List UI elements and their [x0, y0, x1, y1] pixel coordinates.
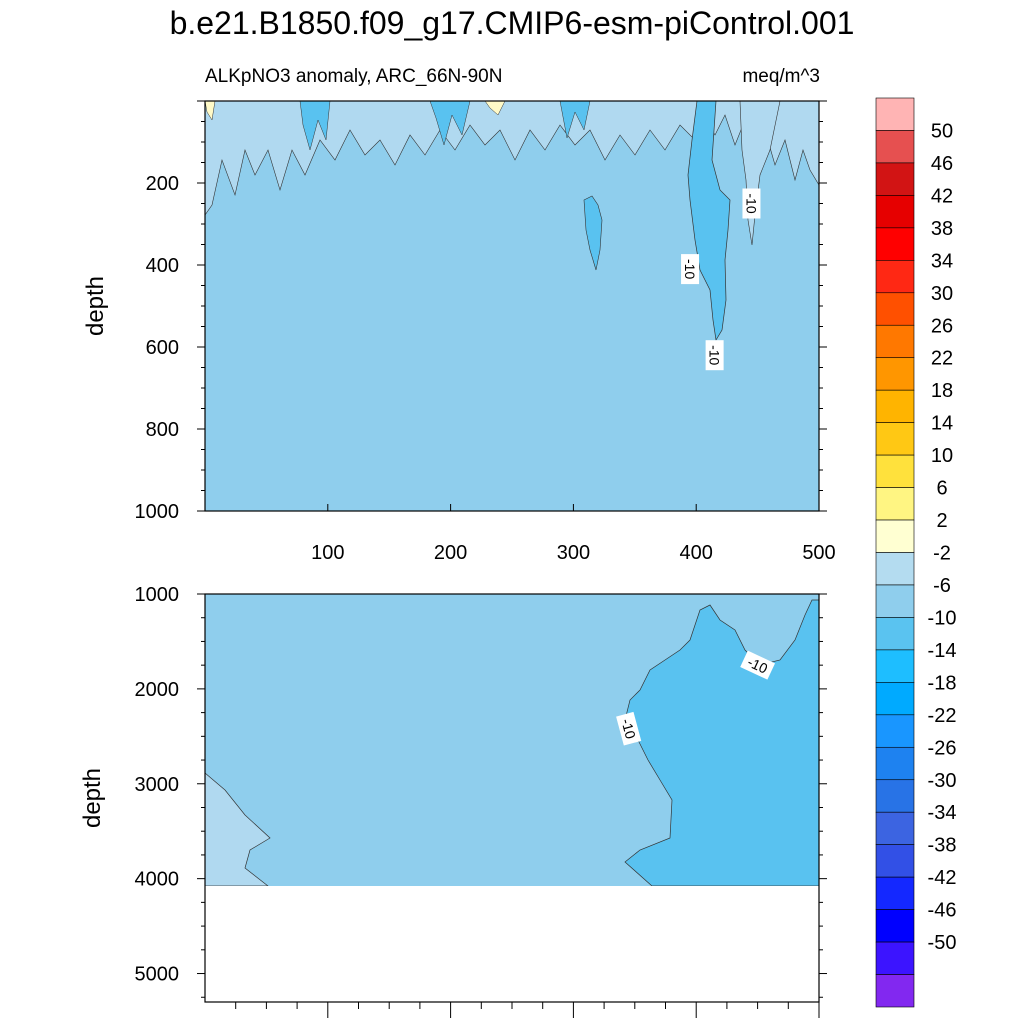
upper-x-tick-label: 500 — [802, 542, 835, 564]
colorbar-swatch — [875, 876, 915, 910]
colorbar-label: -6 — [933, 575, 951, 597]
upper-patch-contour — [583, 195, 603, 271]
colorbar-swatch — [875, 617, 915, 651]
upper-y-axis-label: depth — [82, 276, 109, 336]
colorbar-label: -34 — [928, 802, 957, 824]
upper-contour-label: -10 — [705, 340, 724, 371]
upper-x-tick-label: 400 — [680, 542, 713, 564]
lower-y-tick-label: 3000 — [135, 774, 180, 796]
colorbar-label: -30 — [928, 770, 957, 792]
colorbar-label: 46 — [931, 153, 953, 175]
colorbar-swatch — [875, 292, 915, 326]
lower-contour-label: -10 — [740, 650, 775, 680]
colorbar-swatch — [875, 974, 915, 1008]
figure-title: b.e21.B1850.f09_g17.CMIP6-esm-piControl.… — [170, 5, 855, 41]
colorbar-label: 14 — [931, 413, 953, 435]
colorbar-label: -10 — [928, 607, 957, 629]
upper-y-tick-label: 200 — [146, 173, 179, 195]
lower-y-tick-label: 2000 — [135, 679, 180, 701]
colorbar-swatch — [875, 746, 915, 781]
colorbar-label: -26 — [928, 737, 957, 759]
colorbar-swatch — [875, 519, 915, 553]
colorbar-swatch — [875, 162, 915, 196]
upper-panel: depth 100 200 300 400 500 200 400 600 800 1000 -10… — [82, 100, 836, 564]
colorbar-label: -50 — [928, 932, 957, 954]
upper-background-field — [205, 101, 819, 511]
upper-x-tick-label: 200 — [434, 542, 467, 564]
colorbar-label: 50 — [931, 120, 953, 142]
colorbar-swatch — [875, 260, 915, 294]
colorbar-swatch — [875, 357, 915, 391]
svg-text:-10: -10 — [707, 345, 723, 365]
colorbar-label: -18 — [928, 672, 957, 694]
lower-y-tick-label: 1000 — [135, 584, 180, 606]
colorbar-swatch — [875, 487, 915, 521]
upper-y-tick-label: 600 — [146, 337, 179, 359]
upper-y-tick-label: 400 — [146, 255, 179, 277]
upper-axes: 100 200 300 400 500 200 400 600 800 1000 -10 -10 -10 — [135, 100, 836, 564]
colorbar-swatch — [875, 324, 915, 359]
colorbar-label: -38 — [928, 835, 957, 857]
variable-subtitle: ALKpNO3 anomaly, ARC_66N-90N — [205, 66, 502, 87]
colorbar-label: -2 — [933, 543, 951, 565]
lower-contour-label: -10 — [616, 711, 642, 746]
colorbar-label: -42 — [928, 867, 957, 889]
colorbar-label: 26 — [931, 315, 953, 337]
colorbar-swatch — [875, 552, 915, 586]
upper-x-tick-label: 300 — [557, 542, 590, 564]
colorbar-label: 6 — [936, 478, 947, 500]
svg-text:-10: -10 — [618, 717, 639, 741]
colorbar-swatch — [875, 682, 915, 716]
upper-y-tick-label: 800 — [146, 419, 179, 441]
upper-contour-label: -10 — [742, 188, 761, 219]
colorbar-label: 34 — [931, 250, 953, 272]
colorbar-swatch — [875, 941, 915, 975]
colorbar-label: 2 — [936, 510, 947, 532]
upper-contour-label: -10 — [681, 254, 700, 285]
svg-text:-10: -10 — [745, 654, 770, 677]
colorbar-swatch — [875, 584, 915, 618]
colorbar-swatch — [875, 454, 915, 488]
colorbar-swatch — [875, 909, 915, 943]
colorbar-label: -14 — [928, 640, 957, 662]
colorbar-label: 38 — [931, 218, 953, 240]
colorbar-swatch — [875, 97, 915, 131]
lower-no-data-region — [205, 886, 819, 1002]
colorbar-swatch — [875, 130, 915, 164]
units-subtitle: meq/m^3 — [742, 66, 820, 87]
lower-y-axis-label: depth — [79, 768, 106, 828]
lower-axes: 1000 2000 3000 4000 5000 -10 -10 — [135, 584, 827, 1018]
upper-plume-contour — [687, 100, 731, 342]
lower-panel: depth 1000 2000 3000 4000 5000 -10 -10 — [79, 584, 827, 1018]
colorbar-swatch — [875, 195, 915, 229]
colorbar-label: 10 — [931, 445, 953, 467]
colorbar-swatch — [875, 422, 915, 456]
colorbar-label: 42 — [931, 185, 953, 207]
colorbar-swatch — [875, 714, 915, 748]
colorbar-label: 18 — [931, 380, 953, 402]
colorbar-swatch — [875, 227, 915, 261]
colorbar-swatch — [875, 389, 915, 423]
svg-text:-10: -10 — [682, 259, 698, 279]
svg-text:-10: -10 — [743, 193, 759, 213]
colorbar-label: -22 — [928, 705, 957, 727]
lower-y-tick-label: 5000 — [135, 964, 180, 986]
colorbar-label: 30 — [931, 283, 953, 305]
upper-x-tick-label: 100 — [311, 542, 344, 564]
colorbar-swatch — [875, 844, 915, 878]
colorbar-label: -46 — [928, 900, 957, 922]
upper-y-tick-label: 1000 — [135, 501, 180, 523]
colorbar-swatch — [875, 811, 915, 845]
colorbar-swatch — [875, 779, 915, 813]
colorbar: 50 46 42 38 34 30 26 22 18 14 10 6 2 -2 -6 -10 -14 -18 -22… — [875, 97, 957, 1008]
colorbar-label: 22 — [931, 348, 953, 370]
colorbar-swatch — [875, 649, 915, 683]
lower-y-tick-label: 4000 — [135, 869, 180, 891]
